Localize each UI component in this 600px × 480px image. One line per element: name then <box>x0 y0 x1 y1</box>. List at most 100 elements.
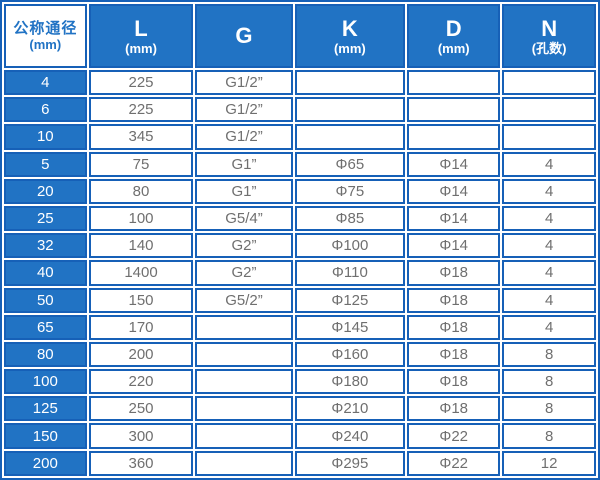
cell-g: G5/2” <box>195 287 293 313</box>
cell-dn: 50 <box>4 287 87 313</box>
cell-n <box>502 97 596 123</box>
header-label: N <box>541 15 558 41</box>
cell-l: 100 <box>88 205 194 232</box>
table-row: 10 345 G1/2” <box>4 124 596 150</box>
cell-dn: 4 <box>4 70 87 96</box>
table-row: 20 80 G1” Φ75 Φ14 4 <box>4 178 596 204</box>
cell-k: Φ295 <box>294 450 406 476</box>
cell-d: Φ18 <box>407 396 501 422</box>
cell-l: 200 <box>88 341 194 368</box>
cell-g <box>195 450 293 476</box>
cell-l: 360 <box>88 450 194 476</box>
cell-n: 4 <box>502 233 596 259</box>
cell-l: 150 <box>88 287 194 313</box>
cell-d: Φ18 <box>407 341 501 368</box>
header-unit: (mm) <box>333 40 366 56</box>
header-unit: (mm) <box>125 40 157 56</box>
header-D: D (mm) <box>407 4 501 68</box>
cell-n: 4 <box>502 260 596 286</box>
cell-k: Φ85 <box>294 205 406 232</box>
cell-d: Φ18 <box>407 369 501 395</box>
table-row: 40 1400 G2” Φ110 Φ18 4 <box>4 260 596 286</box>
header-K: K (mm) <box>294 4 406 68</box>
cell-d <box>407 70 501 96</box>
table-row: 125 250 Φ210 Φ18 8 <box>4 396 596 422</box>
cell-g <box>195 341 293 368</box>
cell-dn: 65 <box>4 314 87 340</box>
header-unit: (孔数) <box>531 40 567 56</box>
cell-g <box>195 314 293 340</box>
cell-d: Φ18 <box>407 260 501 286</box>
header-label: K <box>341 15 358 41</box>
cell-g: G1/2” <box>195 97 293 123</box>
cell-g <box>195 423 293 449</box>
cell-n: 8 <box>502 369 596 395</box>
cell-k: Φ110 <box>294 260 406 286</box>
header-label: D <box>445 15 462 41</box>
cell-d: Φ14 <box>407 205 501 232</box>
cell-n: 4 <box>502 314 596 340</box>
cell-n: 8 <box>502 396 596 422</box>
header-N: N (孔数) <box>502 4 596 68</box>
cell-dn: 200 <box>4 450 87 476</box>
cell-dn: 25 <box>4 205 87 232</box>
cell-k: Φ125 <box>294 287 406 313</box>
cell-k: Φ240 <box>294 423 406 449</box>
cell-g: G2” <box>195 233 293 259</box>
cell-k: Φ65 <box>294 151 406 177</box>
cell-dn: 80 <box>4 341 87 368</box>
cell-n: 4 <box>502 151 596 177</box>
cell-n <box>502 124 596 150</box>
cell-g: G1/2” <box>195 70 293 96</box>
table-row: 50 150 G5/2” Φ125 Φ18 4 <box>4 287 596 313</box>
header-unit: (mm) <box>437 40 470 56</box>
cell-k: Φ210 <box>294 396 406 422</box>
cell-k: Φ160 <box>294 341 406 368</box>
cell-g: G1” <box>195 151 293 177</box>
cell-dn: 125 <box>4 396 87 422</box>
table-row: 25 100 G5/4” Φ85 Φ14 4 <box>4 205 596 232</box>
cell-d: Φ14 <box>407 233 501 259</box>
header-label: L <box>134 15 148 41</box>
cell-n: 8 <box>502 341 596 368</box>
cell-dn: 5 <box>4 151 87 177</box>
table-row: 32 140 G2” Φ100 Φ14 4 <box>4 233 596 259</box>
cell-d: Φ18 <box>407 314 501 340</box>
cell-n <box>502 70 596 96</box>
cell-l: 80 <box>88 178 194 204</box>
cell-d: Φ22 <box>407 423 501 449</box>
header-L: L (mm) <box>88 4 194 68</box>
cell-dn: 150 <box>4 423 87 449</box>
cell-dn: 32 <box>4 233 87 259</box>
header-label: 公称通径 <box>13 19 78 37</box>
cell-dn: 6 <box>4 97 87 123</box>
cell-l: 1400 <box>88 260 194 286</box>
cell-l: 170 <box>88 314 194 340</box>
cell-l: 225 <box>88 70 194 96</box>
cell-k <box>294 124 406 150</box>
table-row: 5 75 G1” Φ65 Φ14 4 <box>4 151 596 177</box>
cell-d <box>407 124 501 150</box>
cell-g <box>195 369 293 395</box>
cell-dn: 100 <box>4 369 87 395</box>
cell-d: Φ14 <box>407 178 501 204</box>
cell-n: 4 <box>502 287 596 313</box>
cell-k: Φ145 <box>294 314 406 340</box>
cell-k: Φ75 <box>294 178 406 204</box>
cell-l: 345 <box>88 124 194 150</box>
cell-dn: 10 <box>4 124 87 150</box>
table-row: 6 225 G1/2” <box>4 97 596 123</box>
cell-l: 220 <box>88 369 194 395</box>
cell-dn: 40 <box>4 260 87 286</box>
table-row: 80 200 Φ160 Φ18 8 <box>4 341 596 368</box>
cell-d <box>407 97 501 123</box>
cell-l: 75 <box>88 151 194 177</box>
cell-g: G2” <box>195 260 293 286</box>
cell-n: 12 <box>502 450 596 476</box>
header-G: G <box>195 4 293 68</box>
cell-n: 4 <box>502 205 596 232</box>
table-row: 150 300 Φ240 Φ22 8 <box>4 423 596 449</box>
cell-l: 250 <box>88 396 194 422</box>
cell-dn: 20 <box>4 178 87 204</box>
